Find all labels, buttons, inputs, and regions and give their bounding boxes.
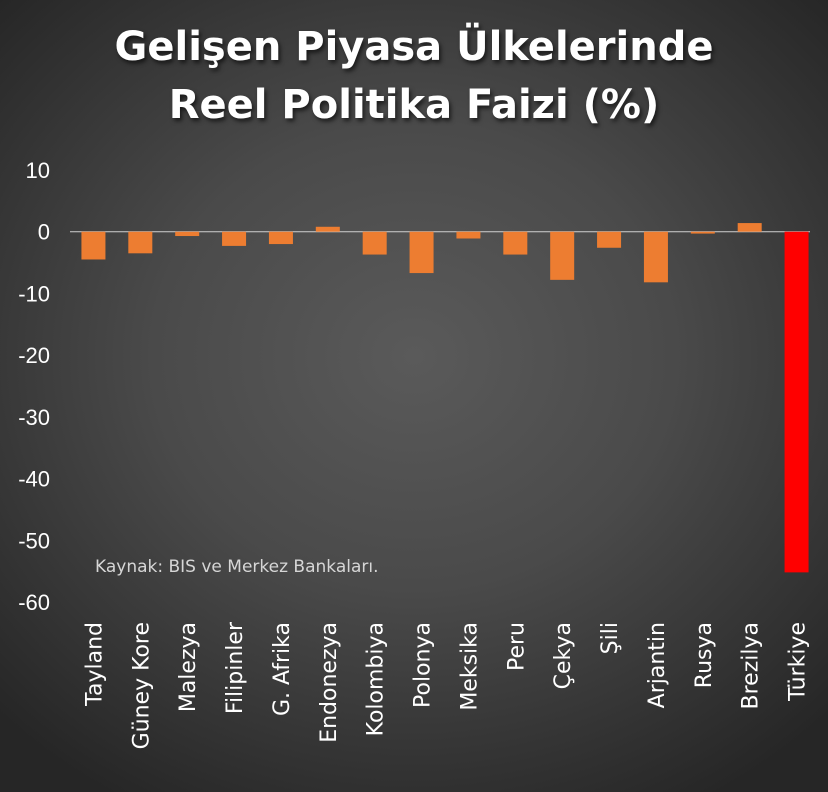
x-category-label: Tayland bbox=[82, 622, 107, 707]
x-category-label: Arjantin bbox=[645, 622, 670, 708]
bar-4 bbox=[222, 231, 247, 246]
x-category-label: Endonezya bbox=[317, 622, 342, 743]
bar-1 bbox=[81, 231, 106, 260]
y-tick-label: -50 bbox=[18, 528, 50, 553]
x-category-label: Malezya bbox=[176, 622, 201, 712]
bar-7 bbox=[362, 231, 387, 255]
chart-title: Gelişen Piyasa Ülkelerinde Reel Politika… bbox=[0, 18, 828, 134]
y-tick-label: -40 bbox=[18, 467, 50, 492]
y-tick-label: -20 bbox=[18, 343, 50, 368]
x-category-label: Kolombiya bbox=[364, 622, 389, 736]
x-category-label: G. Afrika bbox=[270, 622, 295, 716]
bar-3 bbox=[175, 231, 200, 237]
source-annotation: Kaynak: BIS ve Merkez Bankaları. bbox=[95, 557, 379, 577]
x-axis-labels: Tayland Güney Kore Malezya Filipinler G. Afr… bbox=[82, 621, 810, 749]
bar-16 bbox=[784, 231, 809, 573]
y-tick-label: 10 bbox=[26, 158, 50, 183]
bar-2 bbox=[128, 231, 153, 254]
bar-14 bbox=[690, 231, 715, 234]
x-category-label: Türkiye bbox=[786, 622, 811, 702]
bars-group bbox=[81, 223, 809, 573]
bar-12 bbox=[597, 231, 622, 248]
bar-15 bbox=[737, 223, 762, 232]
x-category-label: Filipinler bbox=[223, 621, 248, 714]
y-tick-label: -30 bbox=[18, 405, 50, 430]
x-category-label: Şili bbox=[598, 622, 623, 654]
x-category-label: Çekya bbox=[551, 622, 576, 689]
bar-11 bbox=[550, 231, 575, 280]
chart-title-line-1: Gelişen Piyasa Ülkelerinde bbox=[114, 24, 714, 70]
chart-title-line-2: Reel Politika Faizi (%) bbox=[168, 82, 660, 128]
y-tick-label: 0 bbox=[38, 220, 50, 245]
bar-10 bbox=[503, 231, 528, 255]
x-category-label: Güney Kore bbox=[129, 622, 154, 749]
bar-5 bbox=[268, 231, 293, 245]
x-category-label: Rusya bbox=[692, 622, 717, 688]
y-tick-label: -60 bbox=[18, 590, 50, 615]
x-category-label: Peru bbox=[504, 622, 529, 671]
y-axis-ticks: 10 0 -10 -20 -30 -40 -50 -60 bbox=[18, 158, 50, 615]
bar-13 bbox=[643, 231, 668, 283]
x-category-label: Brezilya bbox=[739, 622, 764, 709]
y-tick-label: -10 bbox=[18, 281, 50, 306]
bar-8 bbox=[409, 231, 434, 274]
x-category-label: Meksika bbox=[457, 622, 482, 711]
x-category-label: Polonya bbox=[411, 622, 436, 708]
bar-9 bbox=[456, 231, 481, 239]
bar-6 bbox=[315, 226, 340, 232]
